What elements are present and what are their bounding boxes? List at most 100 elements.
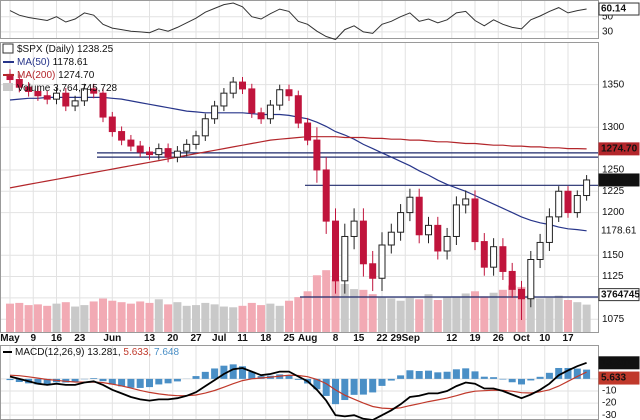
candle-body [192,135,200,145]
legend-name: $SPX (Daily) [17,44,74,55]
histogram-bar [425,370,432,379]
histogram-bar [471,371,479,379]
x-tick-label: 22 [376,333,388,344]
price-frame [0,42,599,333]
x-tick-label: 12 [446,333,458,344]
value-marker: 1178.61 [601,225,637,236]
volume-bar [43,305,52,332]
volume-bar [415,299,424,332]
histogram-bar [462,368,470,379]
volume-bar [61,302,70,332]
histogram-bar [192,376,200,379]
histogram-bar [359,378,367,395]
candle-body [573,195,581,214]
candle-body [266,104,274,120]
x-tick-label: 11 [237,333,248,344]
histogram-bar [378,378,386,386]
histogram-bar [369,378,377,393]
legend-name: MA(200) [17,70,55,81]
histogram-bar [406,370,414,379]
candle-body [43,95,51,100]
y-tick-label: 1075 [602,314,625,325]
volume-bar [15,302,24,332]
legend-value: 5.633, [123,347,151,358]
candle-body [564,190,572,214]
volume-bar [173,302,182,332]
x-tick-label: 15 [353,333,365,344]
volume-bar [340,284,349,332]
x-tick-label: May [0,333,20,344]
candle-body [304,122,312,141]
legend-value: 7.648 [154,347,179,358]
volume-bar [52,303,61,332]
histogram-bar [294,378,302,380]
candle-body [239,81,246,90]
legend-swatch [2,43,14,54]
candle-body [406,196,414,214]
candle-body [146,151,153,156]
candle-body [471,198,479,243]
volume-bar [312,275,321,332]
volume-bar [350,289,359,332]
legend-name: MA(50) [17,57,50,68]
volume-bar [480,296,489,332]
volume-bar [508,285,517,332]
candle-body [183,143,191,152]
candle-body [220,92,228,107]
series-line [9,136,587,189]
volume-bar [498,289,507,332]
value-marker-bg [598,288,640,302]
histogram-bar [583,369,591,379]
histogram-bar [220,365,228,379]
candle-body [536,241,544,260]
histogram-bar [452,369,460,379]
histogram-bar [387,378,395,381]
volume-bar [489,292,498,332]
histogram-bar [518,378,525,385]
series-line [9,361,587,420]
value-marker-bg [598,371,640,385]
volume-bar [285,300,293,332]
volume-bar [545,297,554,332]
volume-bar [126,303,135,332]
histogram-bar [43,378,51,385]
candle-body [350,220,358,237]
histogram-bar [285,375,293,379]
volume-bar [554,295,563,332]
volume-bar [378,297,386,332]
y-tick-label: 1350 [602,79,625,90]
volume-bar [247,302,256,332]
candle-body [248,88,256,114]
candle-body [359,220,367,265]
histogram-bar [90,378,98,379]
histogram-bar [201,371,209,379]
candle-body [118,131,126,141]
volume-bar [24,305,33,332]
legend-value: 1274.70 [58,70,95,81]
histogram-bar [211,368,219,379]
volume-bar [368,294,377,332]
legend-entry: Volume 3,764,745,728 [17,83,118,94]
candle-body [71,100,79,107]
histogram-bar [62,378,70,383]
volume-bar [443,297,452,332]
histogram-bar [434,372,442,379]
x-tick-label: 9 [30,333,36,344]
legend-value: 3,764,745,728 [53,83,117,94]
volume-bar [331,279,340,332]
volume-bar [424,294,433,332]
candle-body [332,220,339,282]
volume-bar [294,297,303,332]
candle-body [490,246,498,268]
candle-body [34,90,42,97]
histogram-bar [332,378,339,405]
candle-body [508,270,516,290]
x-tick-label: 16 [51,333,63,344]
candle-body [313,139,321,171]
candle-body [425,224,432,236]
macd-legend: MACD(12,26,9) 13.281, 5.633, 7.648 [3,347,179,358]
candle-body [25,86,33,92]
candle-body [480,241,488,268]
y-tick-label: -30 [602,410,617,420]
value-marker-bg [598,2,640,16]
